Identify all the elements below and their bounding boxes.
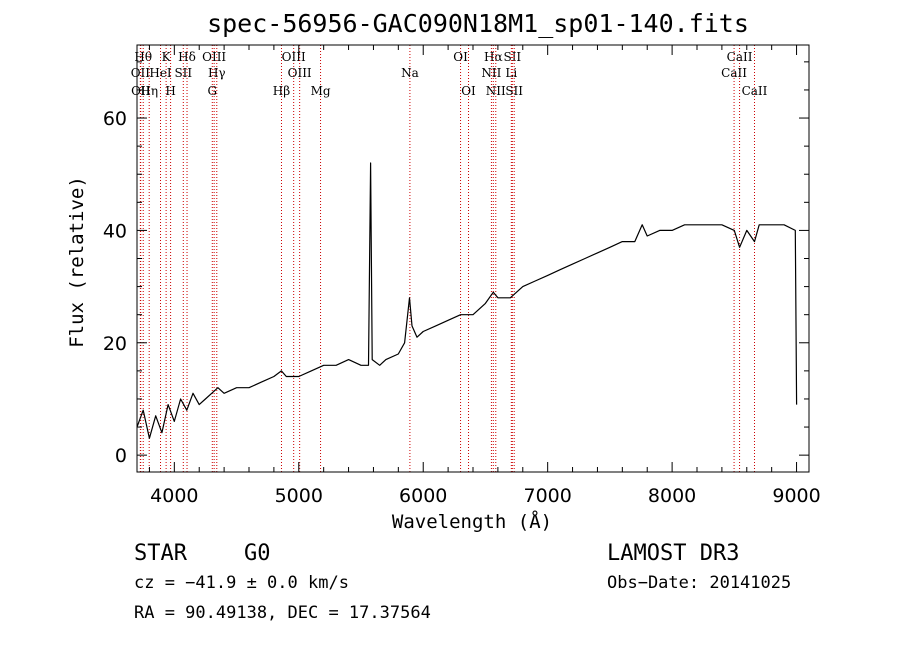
object-subclass: G0	[244, 541, 271, 566]
marker-label-5: K	[162, 50, 172, 64]
marker-label-22: SII	[503, 50, 521, 64]
marker-label-6: H	[165, 84, 175, 98]
series-line-spectrum	[136, 162, 798, 439]
x-tick-label-6000: 6000	[399, 485, 447, 507]
marker-label-10: Hγ	[208, 66, 226, 80]
marker-label-25: CaII	[727, 50, 753, 64]
marker-label-3: Hη	[140, 84, 158, 98]
x-tick-label-5000: 5000	[275, 485, 323, 507]
x-tick-label-8000: 8000	[648, 485, 696, 507]
marker-label-15: Mg	[311, 84, 331, 98]
marker-label-27: CaII	[742, 84, 768, 98]
marker-label-16: Na	[401, 66, 419, 80]
marker-label-12: Hβ	[273, 84, 290, 98]
marker-label-9: OIII	[202, 50, 226, 64]
plot-frame	[136, 44, 810, 473]
marker-label-17: OI	[453, 50, 468, 64]
redshift-cz: cz = −41.9 ± 0.0 km/s	[134, 573, 349, 593]
x-axis-label: Wavelength (Å)	[392, 510, 552, 533]
marker-label-0: Hθ	[134, 50, 152, 64]
y-tick-label-40: 40	[103, 220, 127, 242]
ra-dec-coordinates: RA = 90.49138, DEC = 17.37564	[134, 603, 431, 623]
x-tick-label-9000: 9000	[772, 485, 820, 507]
marker-label-4: HeI	[149, 66, 172, 80]
x-tick-label-4000: 4000	[150, 485, 198, 507]
marker-label-21: NII	[486, 84, 506, 98]
marker-label-18: OI	[461, 84, 476, 98]
y-axis-label: Flux (relative)	[66, 176, 88, 348]
marker-label-13: OIII	[282, 50, 306, 64]
observation-date: Obs−Date: 20141025	[607, 573, 791, 593]
spectrum-series	[136, 162, 798, 439]
chart-title: spec-56956-GAC090N18M1_sp01-140.fits	[207, 9, 749, 38]
marker-label-7: SII	[174, 66, 192, 80]
marker-label-11: G	[207, 84, 217, 98]
y-tick-label-60: 60	[103, 108, 127, 130]
marker-label-26: CaII	[721, 66, 747, 80]
x-tick-label-7000: 7000	[523, 485, 571, 507]
marker-label-24: SII	[505, 84, 523, 98]
marker-label-19: Hα	[484, 50, 503, 64]
object-class: STAR	[134, 541, 188, 566]
marker-label-23: Li	[505, 66, 517, 80]
tick-labels: 4000 5000 6000 7000 8000 9000 0 20 40 60	[103, 108, 821, 507]
marker-label-8: Hδ	[178, 50, 196, 64]
marker-label-2: OII	[131, 84, 151, 98]
axis-ticks	[137, 45, 809, 472]
y-tick-label-20: 20	[103, 333, 127, 355]
y-tick-label-0: 0	[115, 445, 127, 467]
survey-name: LAMOST DR3	[607, 541, 739, 566]
marker-label-20: NII	[481, 66, 501, 80]
marker-label-14: OIII	[288, 66, 312, 80]
